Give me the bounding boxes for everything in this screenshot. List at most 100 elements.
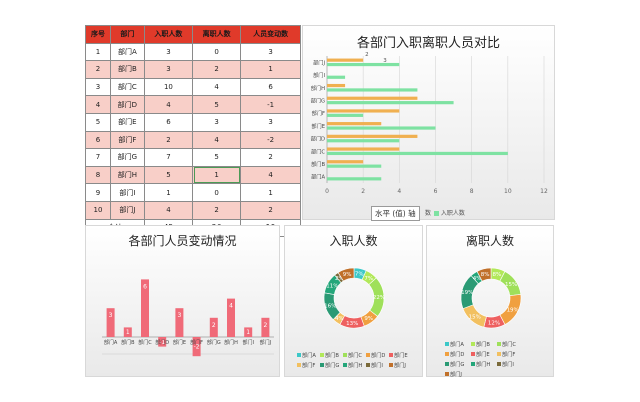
x-tick-label: 6: [434, 188, 438, 195]
donut-slice: [476, 267, 492, 282]
table-cell[interactable]: 3: [143, 60, 194, 79]
table-row: 4 部门D 4 5 -1: [85, 95, 301, 114]
table-cell[interactable]: 部门J: [109, 200, 145, 220]
table-cell[interactable]: 5: [191, 95, 242, 114]
table-cell[interactable]: 部门B: [109, 60, 145, 79]
legend-entry-hires: 入职人数: [434, 208, 465, 217]
table-cell[interactable]: 部门H: [109, 165, 145, 185]
header-cell[interactable]: 人员变动数: [240, 25, 301, 44]
table-cell[interactable]: 1: [143, 183, 194, 202]
slice-label: 4%: [473, 276, 482, 282]
table-cell[interactable]: 1: [240, 183, 301, 202]
table-cell[interactable]: 2: [191, 200, 242, 220]
slice-label: 7%: [355, 272, 364, 278]
table-row: 1 部门A 3 0 3: [85, 42, 301, 62]
x-tick-label: 部门F: [190, 339, 203, 346]
table-cell[interactable]: -2: [240, 130, 301, 150]
y-tick-label: 部门C: [311, 147, 325, 155]
axis-tooltip: 水平 (值) 轴: [371, 206, 420, 221]
legend-swatch: [389, 363, 393, 367]
table-cell[interactable]: 5: [85, 112, 111, 132]
table-cell[interactable]: 3: [143, 42, 194, 62]
header-cell[interactable]: 部门: [109, 25, 145, 44]
table-cell[interactable]: 部门E: [109, 112, 145, 132]
slice-label: 8%: [481, 272, 490, 278]
x-tick-label: 部门A: [104, 339, 118, 346]
x-tick-label: 部门D: [155, 339, 169, 346]
hires-donut-chart[interactable]: 入职人数 7% 7% 22% 9% 13% 4% 16% 11% 2% 9% 部门A 部门B 部门C 部门…: [284, 225, 423, 377]
table-cell[interactable]: 0: [191, 183, 242, 202]
table-cell[interactable]: 2: [240, 148, 301, 167]
data-label: 1: [126, 329, 130, 336]
table-cell[interactable]: 5: [191, 148, 242, 167]
table-cell[interactable]: 部门G: [109, 148, 145, 167]
hires-bar: [327, 164, 382, 168]
y-tick-label: 部门I: [313, 71, 325, 79]
table-cell[interactable]: 1: [240, 60, 301, 79]
hires-bar: [327, 126, 436, 130]
legend-label: 部门J: [394, 361, 406, 369]
hires-bar: [327, 62, 400, 67]
table-cell[interactable]: 3: [240, 112, 301, 132]
table-cell[interactable]: 4: [191, 77, 242, 97]
data-label: 6: [143, 283, 147, 290]
x-tick-label: 4: [397, 188, 401, 195]
table-cell[interactable]: 0: [191, 42, 242, 62]
hires-bar: [327, 88, 418, 92]
change-bar: [123, 327, 132, 337]
y-tick-label: 部门E: [311, 122, 325, 130]
legend-label: 部门I: [371, 361, 383, 369]
table-cell[interactable]: 9: [85, 183, 111, 202]
legend-partial-text: 数: [425, 210, 432, 217]
table-cell[interactable]: 2: [191, 60, 242, 79]
data-label: 3: [383, 58, 387, 64]
legend-swatch: [343, 353, 347, 357]
table-cell[interactable]: 2: [240, 200, 301, 220]
departures-donut-chart[interactable]: 离职人数 8% 15% 19% 12% 15% 19% 4% 8% 部门A 部门B 部门C 部门D 部门…: [426, 225, 554, 378]
table-cell[interactable]: 4: [85, 95, 111, 114]
x-tick-label: 部门I: [242, 339, 253, 346]
table-cell[interactable]: 3: [191, 112, 242, 132]
table-cell[interactable]: 部门I: [109, 183, 145, 202]
table-cell[interactable]: 4: [240, 165, 301, 185]
table-cell[interactable]: 5: [143, 165, 194, 185]
table-cell[interactable]: 部门F: [109, 130, 145, 150]
legend-label: 部门E: [394, 351, 408, 359]
table-cell[interactable]: 6: [240, 77, 301, 97]
header-cell[interactable]: 离职人数: [191, 25, 242, 44]
table-cell[interactable]: -1: [240, 95, 301, 114]
table-cell[interactable]: 2: [85, 60, 111, 79]
table-cell[interactable]: 10: [143, 77, 194, 97]
table-cell[interactable]: 7: [143, 148, 194, 167]
table-cell[interactable]: 3: [85, 77, 111, 97]
table-cell[interactable]: 4: [191, 130, 242, 150]
header-cell[interactable]: 序号: [85, 25, 111, 44]
table-cell[interactable]: 部门C: [109, 77, 145, 97]
table-row: 8 部门H 5 1 4: [85, 165, 301, 185]
table-cell[interactable]: 2: [143, 130, 194, 150]
header-cell[interactable]: 入职人数: [143, 25, 194, 44]
departures-bar: [327, 122, 382, 126]
staff-change-chart[interactable]: 各部门人员变动情况 3 部门A 1 部门B 6 部门C -1 部门D 3 部门E -2 部门F 2 部门G…: [85, 225, 280, 377]
entry-leave-comparison-chart[interactable]: 各部门入职离职人员对比 0 2 4 6 8 10 12 部门A 部门B 部门C 部门D 部门E 部门F 部…: [302, 25, 555, 221]
table-cell[interactable]: 6: [85, 130, 111, 150]
data-label: 2: [263, 322, 267, 329]
table-cell[interactable]: 部门A: [109, 42, 145, 62]
table-row: 5 部门E 6 3 3: [85, 112, 301, 132]
table-cell[interactable]: 部门D: [109, 95, 145, 114]
x-tick-label: 部门G: [207, 339, 221, 346]
table-cell[interactable]: 8: [85, 165, 111, 185]
legend-swatch: [366, 353, 370, 357]
legend-swatch: [445, 362, 449, 366]
legend-swatch: [471, 362, 475, 366]
table-cell[interactable]: 3: [240, 42, 301, 62]
table-cell[interactable]: 1: [191, 165, 242, 185]
table-cell[interactable]: 4: [143, 200, 194, 220]
table-cell[interactable]: 1: [85, 42, 111, 62]
table-cell[interactable]: 7: [85, 148, 111, 167]
table-cell[interactable]: 4: [143, 95, 194, 114]
table-cell[interactable]: 10: [85, 200, 111, 220]
table-cell[interactable]: 6: [143, 112, 194, 132]
x-tick-label: 部门E: [173, 339, 186, 346]
